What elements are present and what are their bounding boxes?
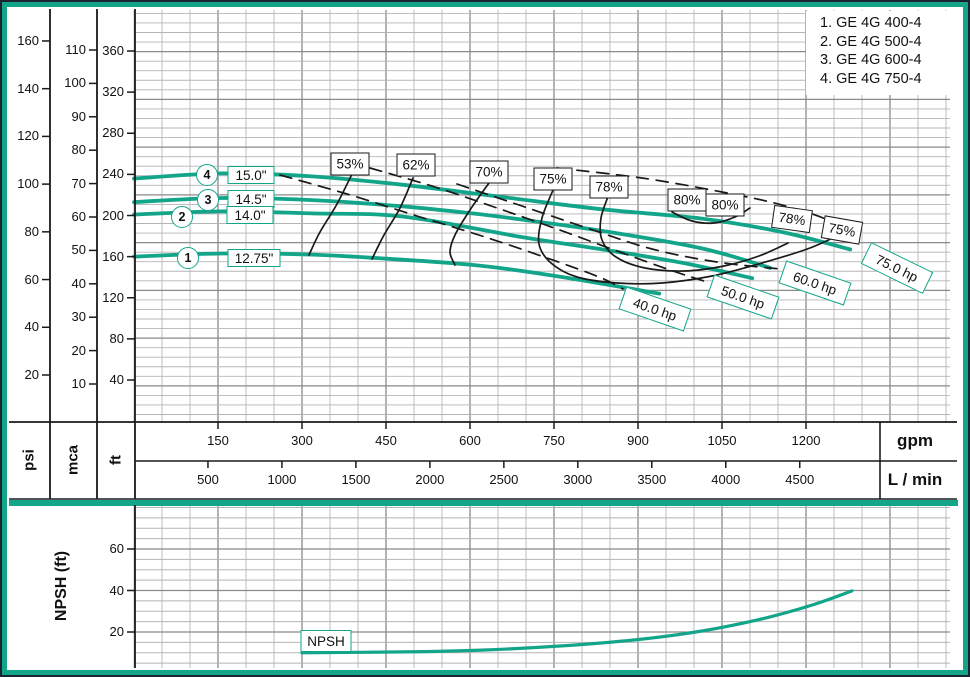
npsh-tick-label: 60 (109, 541, 124, 556)
lmin-tick-label: 2500 (489, 472, 519, 487)
lmin-tick-label: 1000 (267, 472, 297, 487)
impeller-diameter-label: 15.0" (227, 166, 275, 184)
impeller-diameter-label: 12.75" (227, 249, 281, 267)
axis-unit-gpm: gpm (897, 431, 933, 450)
lmin-tick-label: 2000 (415, 472, 445, 487)
ft-tick-label: 200 (102, 207, 124, 223)
mca-tick-label: 50 (71, 242, 86, 258)
psi-tick-label: 60 (24, 271, 39, 287)
curve-number-badge: 2 (171, 206, 193, 228)
mca-tick-label: 60 (71, 209, 86, 224)
ft-tick-label: 240 (102, 166, 124, 182)
ft-tick-label: 120 (102, 289, 124, 305)
psi-tick-label: 80 (24, 223, 39, 239)
mca-tick-label: 100 (64, 75, 86, 91)
mca-tick-label: 110 (65, 42, 86, 57)
lmin-tick-label: 4000 (711, 472, 741, 487)
psi-tick-label: 40 (24, 319, 39, 335)
efficiency-label: 62% (396, 153, 436, 177)
axis-unit-lmin: L / min (887, 470, 943, 489)
gpm-tick-label: 450 (375, 433, 397, 448)
npsh-tick-label: 20 (109, 624, 124, 639)
psi-tick-label: 140 (17, 80, 39, 96)
efficiency-label: 70% (469, 160, 509, 184)
gpm-tick-label: 300 (291, 433, 313, 448)
gpm-tick-label: 900 (627, 433, 649, 448)
efficiency-label: 53% (330, 152, 370, 176)
efficiency-label: 78% (589, 175, 629, 199)
gpm-tick-label: 1050 (707, 433, 737, 448)
ft-tick-label: 160 (102, 248, 124, 264)
lmin-tick-label: 4500 (785, 472, 815, 487)
impeller-diameter-label: 14.0" (226, 206, 274, 224)
efficiency-label: 80% (705, 193, 745, 217)
ft-tick-label: 360 (102, 43, 124, 58)
lmin-tick-label: 3500 (637, 472, 667, 487)
ft-tick-label: 40 (109, 372, 124, 387)
npsh-axis-label: NPSH (ft) (53, 550, 70, 622)
legend-item: 3. GE 4G 600-4 (820, 52, 922, 68)
ft-tick-label: 80 (109, 330, 124, 346)
psi-tick-label: 160 (17, 32, 39, 48)
axis-unit-ft: ft (107, 455, 125, 465)
mca-tick-label: 30 (71, 309, 86, 325)
legend-item: 1. GE 4G 400-4 (820, 15, 922, 31)
lmin-tick-label: 3000 (563, 472, 593, 487)
npsh-tick-label: 40 (109, 582, 124, 598)
psi-tick-label: 20 (24, 367, 39, 382)
legend-item: 2. GE 4G 500-4 (820, 33, 922, 50)
gpm-tick-label: 600 (459, 433, 481, 448)
curve-number-badge: 1 (177, 247, 199, 269)
legend: 1. GE 4G 400-4 2. GE 4G 500-4 3. GE 4G 6… (820, 14, 922, 88)
curve-number-badge: 3 (197, 189, 219, 211)
efficiency-label: 75% (533, 167, 573, 191)
gpm-tick-label: 1200 (791, 433, 821, 448)
gpm-tick-label: 150 (207, 433, 229, 448)
lmin-tick-label: 500 (197, 472, 219, 487)
psi-tick-label: 120 (17, 128, 39, 144)
mca-tick-label: 40 (71, 275, 86, 291)
axis-unit-mca: mca (64, 444, 82, 476)
mca-tick-label: 90 (71, 108, 86, 124)
mca-tick-label: 10 (71, 376, 86, 391)
ft-tick-label: 280 (102, 125, 124, 141)
legend-item: 4. GE 4G 750-4 (820, 70, 922, 87)
ft-tick-label: 320 (102, 84, 124, 100)
curve-number-badge: 4 (196, 164, 218, 186)
mca-tick-label: 80 (71, 142, 86, 158)
lmin-tick-label: 1500 (341, 472, 371, 487)
mca-tick-label: 20 (71, 342, 86, 358)
psi-tick-label: 100 (17, 176, 39, 192)
gpm-tick-label: 750 (543, 433, 565, 448)
impeller-diameter-label: 14.5" (227, 190, 275, 208)
axis-unit-psi: psi (20, 449, 38, 471)
npsh-curve-label: NPSH (300, 630, 352, 652)
mca-tick-label: 70 (71, 175, 86, 191)
efficiency-label: 80% (667, 188, 707, 212)
